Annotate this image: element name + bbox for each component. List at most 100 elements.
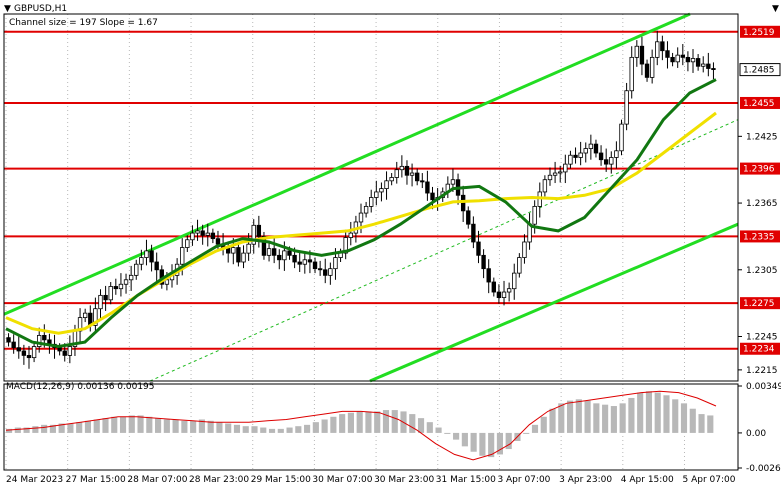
ma-green-line: [5, 78, 717, 349]
candle-body: [251, 224, 256, 245]
macd-bar: [58, 423, 65, 433]
macd-bar: [146, 416, 153, 433]
current-price-badge: [739, 63, 781, 77]
macd-bar: [409, 414, 416, 433]
macd-bar: [268, 428, 276, 433]
macd-bar: [111, 416, 118, 433]
candle-body: [588, 143, 594, 149]
macd-bar: [488, 432, 495, 458]
macd-bar: [444, 432, 451, 434]
macd-bar: [575, 399, 582, 433]
candle-body: [297, 261, 302, 265]
candle-body: [358, 212, 364, 223]
macd-bar: [251, 426, 258, 433]
candle-body: [108, 286, 113, 301]
candle-body: [695, 58, 701, 67]
candle-body: [598, 152, 604, 161]
candle-body: [31, 346, 37, 359]
symbol-label: GBPUSD,H1: [14, 4, 67, 14]
candle-body: [180, 247, 185, 265]
candle-body: [466, 210, 471, 225]
macd-bar: [584, 400, 591, 433]
macd-bar: [496, 432, 503, 455]
level-badge: [740, 342, 780, 355]
macd-tick-label: 0.00: [746, 429, 766, 439]
candle-body: [425, 181, 430, 194]
x-tick-label: 3 Apr 23:00: [559, 475, 612, 485]
macd-bar: [23, 427, 30, 433]
macd-bar: [672, 399, 679, 433]
channel-mid-line: [149, 119, 739, 382]
candle-body: [430, 192, 435, 201]
macd-signal-line: [5, 390, 717, 461]
channel-lower-line: [369, 222, 739, 383]
candle-body: [307, 259, 313, 263]
candle-body: [644, 63, 650, 78]
candle-body: [619, 123, 624, 152]
macd-bar: [172, 419, 179, 433]
candle-body: [583, 148, 588, 154]
macd-bar: [654, 392, 661, 433]
candle-body: [6, 337, 11, 343]
candle-body: [593, 143, 599, 154]
candle-body: [491, 281, 496, 293]
candle-body: [139, 257, 144, 265]
candle-body: [261, 236, 267, 256]
candle-body: [93, 308, 98, 326]
candle-body: [711, 68, 716, 71]
candle-body: [486, 268, 491, 283]
macd-bar: [566, 400, 574, 433]
macd-bar: [602, 404, 609, 433]
x-tick-label: 5 Apr 07:00: [682, 475, 735, 485]
x-tick-label: 4 Apr 15:00: [621, 475, 674, 485]
macd-bar: [453, 432, 460, 440]
macd-bar: [67, 423, 74, 433]
candle-body: [16, 347, 21, 352]
level-badge: [740, 25, 780, 38]
main-frame: [3, 13, 739, 382]
candle-body: [312, 261, 318, 270]
candle-body: [420, 180, 425, 183]
macd-bar: [435, 427, 442, 433]
x-tick-label: 28 Mar 07:00: [127, 475, 187, 485]
macd-bar: [128, 415, 135, 433]
macd-bar: [225, 423, 232, 433]
macd-bar: [321, 419, 328, 433]
macd-bar: [645, 391, 653, 433]
candle-body: [496, 291, 502, 298]
candle-body: [563, 163, 568, 173]
candle-body: [379, 188, 384, 193]
macd-label: MACD(12,26,9) 0.00136 0.00195: [6, 382, 155, 392]
candle-body: [639, 45, 645, 65]
level-label: 1.2519: [743, 28, 775, 38]
macd-bar: [540, 416, 547, 433]
macd-bar: [680, 403, 688, 433]
macd-bar: [14, 427, 21, 433]
macd-bar: [190, 420, 197, 433]
candle-body: [460, 194, 466, 212]
macd-bar: [382, 410, 390, 433]
macd-bar: [233, 424, 241, 433]
level-label: 1.2396: [743, 165, 775, 175]
candle-body: [328, 268, 333, 276]
macd-bar: [76, 422, 83, 433]
candle-body: [522, 241, 527, 258]
candle-body: [271, 248, 277, 256]
candle-body: [246, 243, 251, 254]
candle-body: [215, 238, 221, 245]
macd-tick-label: -0.00261: [746, 464, 781, 474]
macd-bar: [304, 424, 311, 433]
arrow-down-icon: ▼: [4, 4, 11, 14]
candle-body: [266, 248, 272, 256]
candle-body: [369, 197, 374, 207]
macd-bar: [470, 432, 477, 452]
macd-bar: [549, 408, 556, 433]
trend-channel: [3, 12, 739, 383]
level-badge: [740, 230, 780, 243]
candle-body: [701, 63, 706, 67]
x-tick-label: 27 Mar 15:00: [66, 475, 126, 485]
macd-frame: [3, 383, 739, 471]
level-badge: [740, 162, 780, 175]
macd-bar: [49, 424, 56, 433]
candle-body: [67, 346, 73, 356]
